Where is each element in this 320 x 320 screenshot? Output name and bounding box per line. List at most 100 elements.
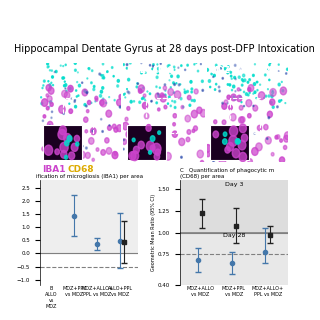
Circle shape xyxy=(127,107,130,110)
Circle shape xyxy=(187,91,188,92)
Circle shape xyxy=(235,78,236,80)
Circle shape xyxy=(68,137,71,141)
Circle shape xyxy=(91,82,92,84)
Circle shape xyxy=(100,100,104,105)
Circle shape xyxy=(105,138,109,143)
Circle shape xyxy=(72,140,74,142)
Circle shape xyxy=(46,84,51,91)
Circle shape xyxy=(107,71,108,72)
Circle shape xyxy=(160,93,164,97)
Circle shape xyxy=(95,96,98,100)
Circle shape xyxy=(152,68,153,70)
Circle shape xyxy=(65,88,66,89)
Circle shape xyxy=(279,157,284,163)
Circle shape xyxy=(194,126,197,131)
Circle shape xyxy=(123,148,124,150)
Circle shape xyxy=(153,64,154,66)
Circle shape xyxy=(75,69,76,71)
Circle shape xyxy=(69,103,70,104)
Circle shape xyxy=(54,71,55,73)
Circle shape xyxy=(100,118,102,120)
Circle shape xyxy=(124,93,125,94)
Circle shape xyxy=(63,77,65,79)
Circle shape xyxy=(82,89,88,96)
Circle shape xyxy=(141,98,143,100)
Circle shape xyxy=(137,83,138,84)
Circle shape xyxy=(163,127,166,131)
Circle shape xyxy=(264,124,268,130)
Circle shape xyxy=(88,68,89,69)
Circle shape xyxy=(76,142,79,146)
Circle shape xyxy=(95,101,96,102)
Circle shape xyxy=(205,145,211,152)
Circle shape xyxy=(60,142,68,152)
Circle shape xyxy=(200,64,201,65)
Circle shape xyxy=(223,129,225,131)
Circle shape xyxy=(243,80,244,82)
Circle shape xyxy=(49,106,50,107)
Circle shape xyxy=(74,99,76,101)
Circle shape xyxy=(180,84,181,85)
Circle shape xyxy=(145,99,146,101)
Circle shape xyxy=(85,130,88,133)
Circle shape xyxy=(179,138,185,146)
Circle shape xyxy=(156,102,157,104)
Circle shape xyxy=(49,125,51,127)
Circle shape xyxy=(126,64,128,66)
Circle shape xyxy=(160,63,161,64)
Circle shape xyxy=(125,97,126,98)
Circle shape xyxy=(137,83,139,84)
Circle shape xyxy=(214,120,217,124)
Circle shape xyxy=(228,66,229,68)
Circle shape xyxy=(214,146,219,152)
Circle shape xyxy=(256,143,262,151)
Circle shape xyxy=(86,92,88,93)
Circle shape xyxy=(229,105,232,110)
Circle shape xyxy=(253,105,254,107)
Circle shape xyxy=(48,87,54,94)
Circle shape xyxy=(114,152,117,155)
Circle shape xyxy=(66,90,67,92)
Circle shape xyxy=(113,76,114,77)
Circle shape xyxy=(87,100,91,105)
Circle shape xyxy=(128,92,130,94)
Circle shape xyxy=(222,103,227,109)
Circle shape xyxy=(210,86,211,88)
Circle shape xyxy=(102,77,103,79)
Circle shape xyxy=(145,72,146,73)
Circle shape xyxy=(170,87,171,88)
Circle shape xyxy=(86,110,89,113)
Circle shape xyxy=(189,104,191,106)
Circle shape xyxy=(270,89,276,96)
Circle shape xyxy=(85,152,90,158)
Circle shape xyxy=(236,139,240,144)
Circle shape xyxy=(82,82,83,84)
Circle shape xyxy=(225,147,230,153)
Circle shape xyxy=(82,146,83,147)
Circle shape xyxy=(106,110,112,117)
Text: Day 3: Day 3 xyxy=(225,182,243,188)
Circle shape xyxy=(92,130,94,132)
Circle shape xyxy=(270,62,271,64)
Circle shape xyxy=(143,94,146,97)
Circle shape xyxy=(84,117,88,122)
Circle shape xyxy=(78,95,79,96)
Circle shape xyxy=(138,89,142,93)
Circle shape xyxy=(227,72,228,74)
Circle shape xyxy=(249,79,251,81)
Circle shape xyxy=(174,84,175,85)
Circle shape xyxy=(213,161,215,163)
Circle shape xyxy=(100,94,102,97)
Circle shape xyxy=(131,151,139,161)
Circle shape xyxy=(146,125,151,131)
Circle shape xyxy=(71,143,78,151)
Circle shape xyxy=(181,65,182,67)
Circle shape xyxy=(190,81,192,83)
Circle shape xyxy=(151,100,152,102)
Circle shape xyxy=(239,152,247,162)
Circle shape xyxy=(92,158,94,161)
Circle shape xyxy=(245,93,248,95)
Circle shape xyxy=(184,91,186,93)
Circle shape xyxy=(188,95,191,100)
Circle shape xyxy=(219,90,220,92)
